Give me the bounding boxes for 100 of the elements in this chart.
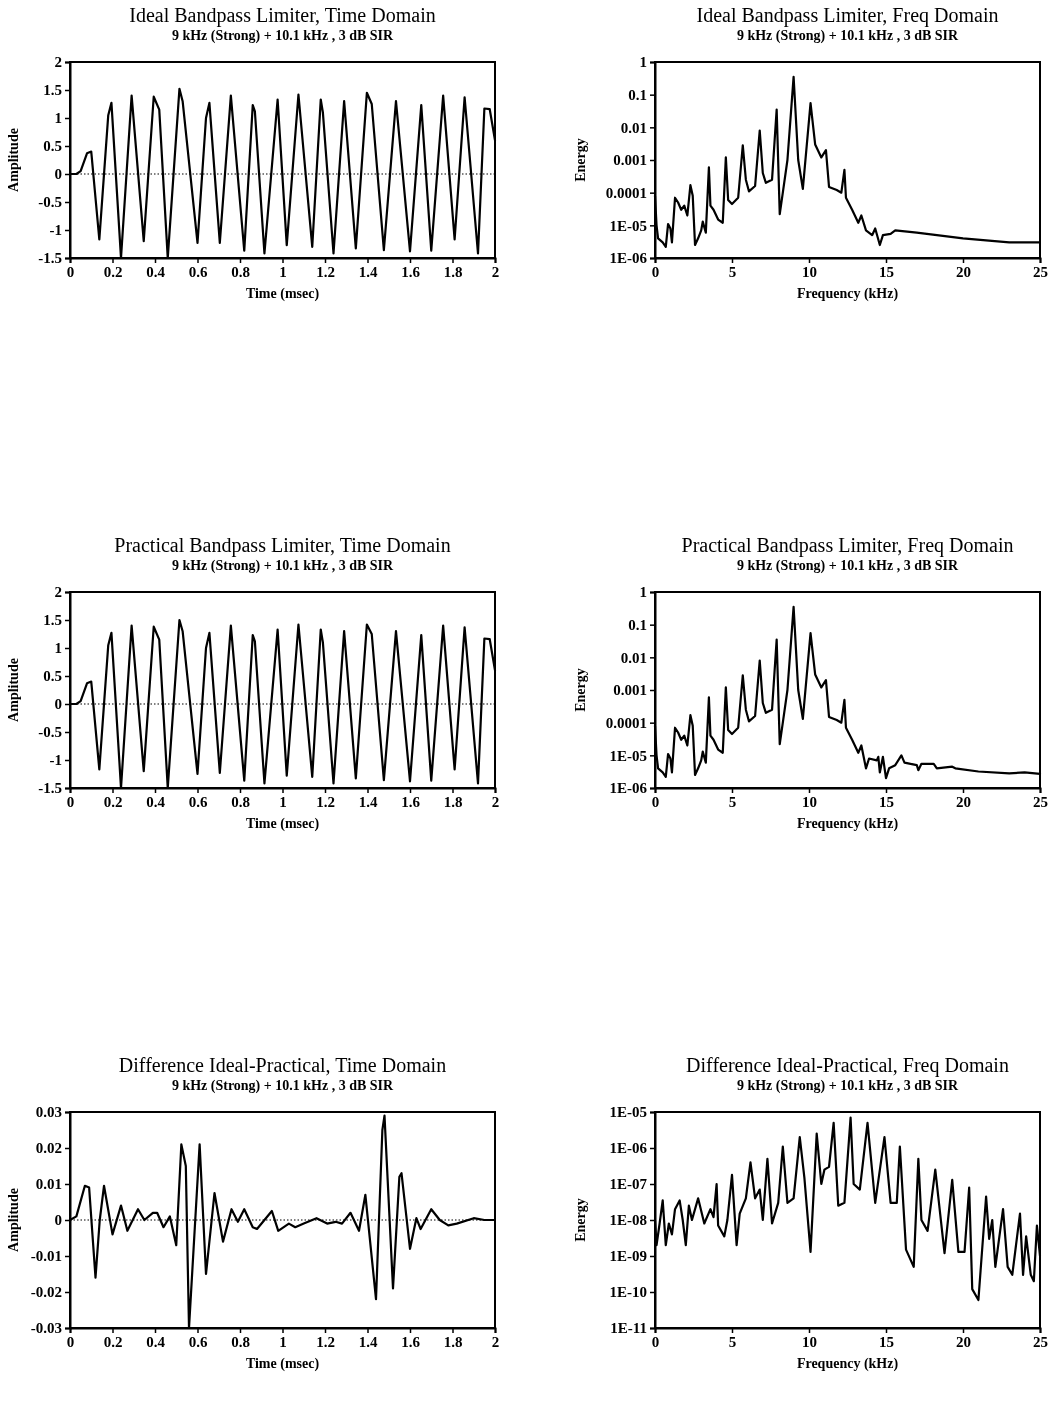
x-tick-label: 1.8 (443, 793, 463, 810)
chart-title: Ideal Bandpass Limiter, Freq Domain (696, 4, 999, 27)
y-axis-title: Amplitude (6, 128, 21, 192)
y-axis-title: Amplitude (6, 658, 21, 722)
x-tick-label: 0.6 (188, 793, 208, 810)
y-axis-title: Energy (573, 1198, 588, 1242)
x-tick-label: 20 (956, 793, 971, 810)
y-tick-label: 1E-05 (609, 1104, 647, 1121)
y-tick-label: -0.01 (30, 1248, 62, 1265)
y-tick-label: 2 (54, 54, 62, 71)
y-tick-label: -0.02 (30, 1284, 62, 1301)
y-tick-label: 2 (54, 584, 62, 601)
x-tick-label: 1.4 (358, 263, 378, 280)
y-tick-label: 0.1 (628, 86, 647, 103)
x-tick-label: 0.4 (146, 1333, 166, 1350)
chart-subtitle: 9 kHz (Strong) + 10.1 kHz , 3 dB SIR (171, 558, 395, 574)
x-tick-label: 0 (66, 263, 75, 280)
x-tick-label: 0.6 (188, 1333, 208, 1350)
x-tick-label: 10 (802, 263, 817, 280)
y-tick-label: 0.01 (620, 119, 647, 136)
x-tick-label: 0.4 (146, 793, 166, 810)
y-tick-label: -0.5 (38, 724, 62, 741)
chart-title: Ideal Bandpass Limiter, Time Domain (129, 4, 436, 27)
chart-title: Practical Bandpass Limiter, Time Domain (114, 534, 451, 557)
y-tick-label: -1.5 (38, 250, 62, 267)
y-tick-label: 1 (639, 584, 647, 601)
y-axis-title: Energy (573, 668, 588, 712)
x-tick-label: 1.8 (443, 1333, 463, 1350)
chart-title: Difference Ideal-Practical, Time Domain (118, 1054, 447, 1076)
x-axis-title: Time (msec) (245, 816, 320, 832)
y-tick-label: -1 (49, 752, 62, 769)
x-tick-label: 15 (879, 1333, 894, 1350)
x-tick-label: 0.8 (231, 1333, 250, 1350)
x-tick-label: 1 (279, 263, 287, 280)
x-tick-label: 0 (651, 793, 660, 810)
x-tick-label: 25 (1033, 263, 1048, 280)
x-tick-label: 0.8 (231, 793, 250, 810)
chart-subtitle: 9 kHz (Strong) + 10.1 kHz , 3 dB SIR (171, 1078, 395, 1094)
y-tick-label: -0.5 (38, 194, 62, 211)
y-tick-label: -1.5 (38, 780, 62, 797)
y-tick-label: 0.5 (43, 668, 62, 685)
x-tick-label: 1 (279, 793, 287, 810)
x-axis-title: Time (msec) (245, 1356, 320, 1372)
x-tick-label: 25 (1033, 1333, 1048, 1350)
x-tick-label: 10 (802, 1333, 817, 1350)
x-tick-label: 10 (802, 793, 817, 810)
y-tick-label: 0 (54, 1212, 62, 1229)
chart-subtitle: 9 kHz (Strong) + 10.1 kHz , 3 dB SIR (736, 28, 960, 44)
y-tick-label: 0.001 (613, 152, 647, 169)
y-tick-label: 1E-08 (609, 1212, 647, 1229)
x-tick-label: 1 (279, 1333, 287, 1350)
x-tick-label: 0 (651, 263, 660, 280)
x-axis-title: Frequency (kHz) (796, 1356, 899, 1372)
chart-title: Practical Bandpass Limiter, Freq Domain (681, 534, 1014, 557)
y-tick-label: 1E-05 (609, 747, 647, 764)
y-tick-label: 1 (639, 54, 647, 71)
y-tick-label: 1E-06 (609, 1140, 648, 1157)
chart-subtitle: 9 kHz (Strong) + 10.1 kHz , 3 dB SIR (171, 28, 395, 44)
x-tick-label: 1.8 (443, 263, 463, 280)
y-tick-label: 0.0001 (605, 714, 647, 731)
x-tick-label: 15 (879, 793, 894, 810)
y-tick-label: 1.5 (43, 82, 62, 99)
y-tick-label: 1E-09 (609, 1248, 647, 1265)
y-tick-label: 1.5 (43, 612, 62, 629)
x-tick-label: 20 (956, 1333, 971, 1350)
x-tick-label: 5 (728, 1333, 737, 1350)
y-tick-label: 0.02 (35, 1140, 62, 1157)
x-tick-label: 0 (66, 1333, 75, 1350)
y-tick-label: 1 (54, 110, 62, 127)
y-tick-label: 1E-05 (609, 217, 647, 234)
y-tick-label: 0.1 (628, 616, 647, 633)
x-axis-title: Time (msec) (245, 286, 320, 302)
x-tick-label: 2 (491, 1333, 500, 1350)
y-tick-label: 0.03 (35, 1104, 62, 1121)
x-tick-label: 20 (956, 263, 971, 280)
y-tick-label: 0 (54, 696, 62, 713)
x-tick-label: 1.4 (358, 1333, 378, 1350)
x-tick-label: 1.2 (316, 1333, 335, 1350)
y-tick-label: 0 (54, 166, 62, 183)
x-tick-label: 1.6 (401, 263, 421, 280)
x-tick-label: 0.2 (103, 263, 123, 280)
chart-subtitle: 9 kHz (Strong) + 10.1 kHz , 3 dB SIR (736, 1078, 960, 1094)
x-tick-label: 15 (879, 263, 894, 280)
x-tick-label: 1.6 (401, 793, 421, 810)
y-tick-label: 1E-10 (609, 1284, 647, 1301)
y-tick-label: 1E-07 (609, 1176, 648, 1193)
y-tick-label: -0.03 (30, 1320, 62, 1337)
x-tick-label: 1.6 (401, 1333, 421, 1350)
x-tick-label: 2 (491, 263, 500, 280)
x-tick-label: 0.4 (146, 263, 166, 280)
y-tick-label: -1 (49, 222, 62, 239)
x-tick-label: 2 (491, 793, 500, 810)
x-axis-title: Frequency (kHz) (796, 286, 899, 302)
y-axis-title: Amplitude (6, 1188, 21, 1252)
x-tick-label: 5 (728, 263, 737, 280)
chart-subtitle: 9 kHz (Strong) + 10.1 kHz , 3 dB SIR (736, 558, 960, 574)
y-tick-label: 0.01 (35, 1176, 62, 1193)
y-tick-label: 0.0001 (605, 184, 647, 201)
y-tick-label: 1E-11 (610, 1320, 647, 1337)
y-tick-label: 0.5 (43, 138, 62, 155)
